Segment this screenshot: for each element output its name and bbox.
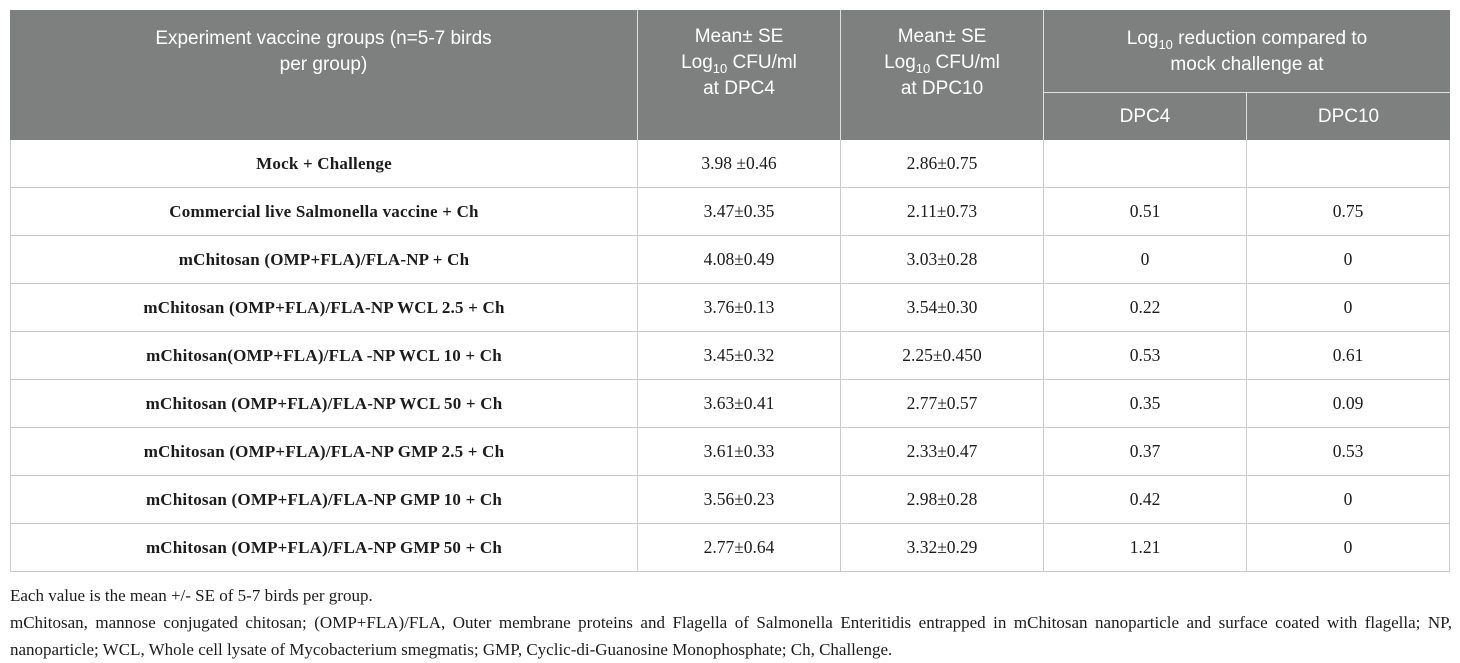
cell-group: mChitosan (OMP+FLA)/FLA-NP WCL 2.5 + Ch bbox=[143, 297, 505, 317]
cell-group: mChitosan (OMP+FLA)/FLA-NP WCL 50 + Ch bbox=[145, 393, 503, 413]
cell-group: mChitosan (OMP+FLA)/FLA-NP + Ch bbox=[178, 249, 470, 269]
results-table-figure: Experiment vaccine groups (n=5-7 birds p… bbox=[10, 10, 1450, 572]
table-body: Mock + Challenge 3.98 ±0.46 2.86±0.75 Co… bbox=[10, 140, 1450, 572]
table-row: mChitosan (OMP+FLA)/FLA-NP GMP 10 + Ch 3… bbox=[11, 476, 1449, 524]
cell-mean-dpc10: 3.32±0.29 bbox=[840, 524, 1043, 571]
header-groups-line2: per group) bbox=[279, 54, 368, 75]
cell-mean-dpc4: 2.77±0.64 bbox=[637, 524, 840, 571]
header-mean-dpc10-line2: Log10 CFU/ml bbox=[884, 52, 1000, 76]
cell-reduction-dpc4: 0.53 bbox=[1043, 332, 1246, 379]
header-log-reduction-line2: mock challenge at bbox=[1170, 54, 1324, 75]
cell-reduction-dpc10: 0 bbox=[1246, 476, 1449, 523]
header-mean-dpc10-line3: at DPC10 bbox=[900, 78, 984, 99]
header-experiment-groups: Experiment vaccine groups (n=5-7 birds p… bbox=[10, 10, 637, 140]
table-row: Commercial live Salmonella vaccine + Ch … bbox=[11, 188, 1449, 236]
cell-mean-dpc4: 3.47±0.35 bbox=[637, 188, 840, 235]
table-row: mChitosan(OMP+FLA)/FLA -NP WCL 10 + Ch 3… bbox=[11, 332, 1449, 380]
header-groups-line1: Experiment vaccine groups (n=5-7 birds bbox=[155, 28, 492, 49]
cell-mean-dpc10: 2.98±0.28 bbox=[840, 476, 1043, 523]
cell-mean-dpc4: 3.98 ±0.46 bbox=[637, 140, 840, 187]
cell-group: mChitosan (OMP+FLA)/FLA-NP GMP 10 + Ch bbox=[145, 489, 503, 509]
cell-reduction-dpc4: 0.51 bbox=[1043, 188, 1246, 235]
header-mean-dpc4: Mean± SE Log10 CFU/ml at DPC4 bbox=[637, 10, 840, 140]
cell-mean-dpc4: 3.56±0.23 bbox=[637, 476, 840, 523]
cell-group: mChitosan(OMP+FLA)/FLA -NP WCL 10 + Ch bbox=[146, 345, 502, 365]
header-sub-dpc10: DPC10 bbox=[1246, 92, 1450, 140]
cell-reduction-dpc10: 0 bbox=[1246, 236, 1449, 283]
table-row: Mock + Challenge 3.98 ±0.46 2.86±0.75 bbox=[11, 140, 1449, 188]
cell-mean-dpc4: 3.63±0.41 bbox=[637, 380, 840, 427]
cell-reduction-dpc10: 0.75 bbox=[1246, 188, 1449, 235]
cell-group: mChitosan (OMP+FLA)/FLA-NP GMP 2.5 + Ch bbox=[143, 441, 505, 461]
cell-reduction-dpc10: 0.53 bbox=[1246, 428, 1449, 475]
header-log-reduction-line1: Log10 reduction compared to bbox=[1126, 28, 1368, 52]
table-row: mChitosan (OMP+FLA)/FLA-NP WCL 2.5 + Ch … bbox=[11, 284, 1449, 332]
cell-mean-dpc4: 4.08±0.49 bbox=[637, 236, 840, 283]
header-mean-dpc4-line3: at DPC4 bbox=[703, 78, 775, 99]
cell-reduction-dpc4: 0.35 bbox=[1043, 380, 1246, 427]
header-mean-dpc4-line2: Log10 CFU/ml bbox=[681, 52, 797, 76]
cell-group: Commercial live Salmonella vaccine + Ch bbox=[169, 201, 479, 221]
cell-reduction-dpc4: 0.42 bbox=[1043, 476, 1246, 523]
cell-mean-dpc10: 2.86±0.75 bbox=[840, 140, 1043, 187]
cell-mean-dpc10: 2.25±0.450 bbox=[840, 332, 1043, 379]
header-mean-dpc10-line1: Mean± SE bbox=[897, 26, 987, 47]
cell-reduction-dpc10: 0.61 bbox=[1246, 332, 1449, 379]
cell-mean-dpc4: 3.61±0.33 bbox=[637, 428, 840, 475]
table-header: Experiment vaccine groups (n=5-7 birds p… bbox=[10, 10, 1450, 140]
table-footnotes: Each value is the mean +/- SE of 5-7 bir… bbox=[10, 582, 1452, 663]
footnote-mean-se: Each value is the mean +/- SE of 5-7 bir… bbox=[10, 586, 373, 605]
cell-mean-dpc10: 3.03±0.28 bbox=[840, 236, 1043, 283]
header-mean-dpc4-line1: Mean± SE bbox=[694, 26, 784, 47]
cell-reduction-dpc10: 0 bbox=[1246, 284, 1449, 331]
cell-group: mChitosan (OMP+FLA)/FLA-NP GMP 50 + Ch bbox=[145, 537, 503, 557]
cell-reduction-dpc10: 0 bbox=[1246, 524, 1449, 571]
cell-group: Mock + Challenge bbox=[256, 153, 392, 173]
cell-mean-dpc10: 2.77±0.57 bbox=[840, 380, 1043, 427]
table-row: mChitosan (OMP+FLA)/FLA-NP WCL 50 + Ch 3… bbox=[11, 380, 1449, 428]
header-log-reduction: Log10 reduction compared to mock challen… bbox=[1043, 10, 1450, 92]
header-sub-dpc4: DPC4 bbox=[1043, 92, 1246, 140]
header-mean-dpc10: Mean± SE Log10 CFU/ml at DPC10 bbox=[840, 10, 1043, 140]
cell-reduction-dpc4: 0.22 bbox=[1043, 284, 1246, 331]
cell-reduction-dpc4: 1.21 bbox=[1043, 524, 1246, 571]
footnote-abbreviations: mChitosan, mannose conjugated chitosan; … bbox=[10, 613, 1452, 659]
cell-reduction-dpc4: 0.37 bbox=[1043, 428, 1246, 475]
cell-mean-dpc10: 2.11±0.73 bbox=[840, 188, 1043, 235]
cell-mean-dpc10: 3.54±0.30 bbox=[840, 284, 1043, 331]
cell-mean-dpc10: 2.33±0.47 bbox=[840, 428, 1043, 475]
table-row: mChitosan (OMP+FLA)/FLA-NP + Ch 4.08±0.4… bbox=[11, 236, 1449, 284]
cell-mean-dpc4: 3.76±0.13 bbox=[637, 284, 840, 331]
cell-reduction-dpc10 bbox=[1246, 140, 1449, 187]
cell-mean-dpc4: 3.45±0.32 bbox=[637, 332, 840, 379]
table-row: mChitosan (OMP+FLA)/FLA-NP GMP 2.5 + Ch … bbox=[11, 428, 1449, 476]
cell-reduction-dpc10: 0.09 bbox=[1246, 380, 1449, 427]
cell-reduction-dpc4: 0 bbox=[1043, 236, 1246, 283]
table-row: mChitosan (OMP+FLA)/FLA-NP GMP 50 + Ch 2… bbox=[11, 524, 1449, 572]
cell-reduction-dpc4 bbox=[1043, 140, 1246, 187]
